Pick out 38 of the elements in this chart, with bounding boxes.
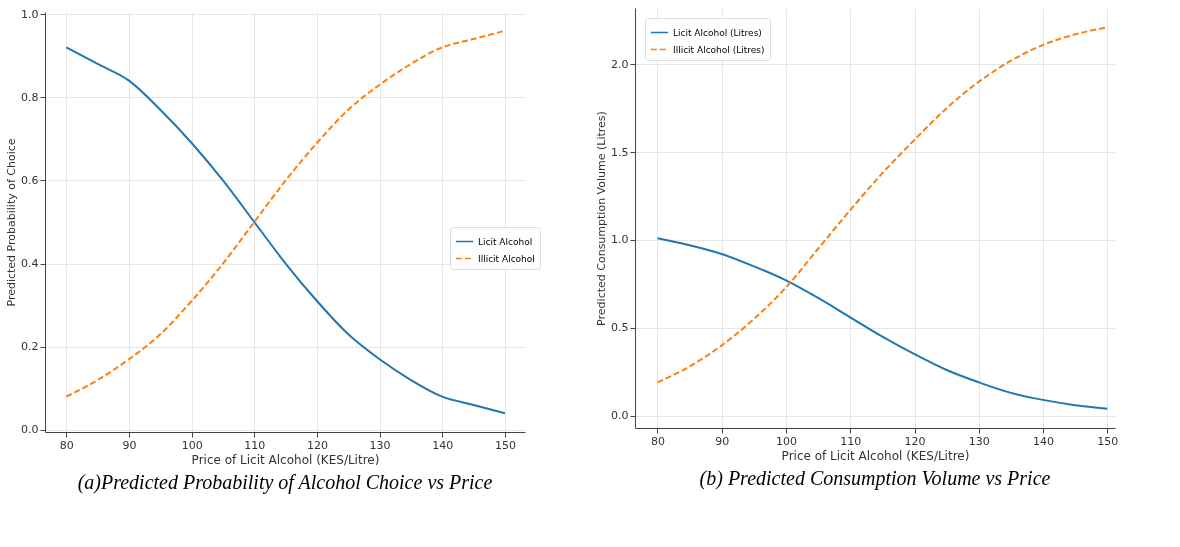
x-tick-label: 130 <box>369 438 391 452</box>
x-tick-label: 140 <box>1033 434 1055 448</box>
x-tick-label: 110 <box>840 434 862 448</box>
x-tick-label: 90 <box>715 434 730 448</box>
y-axis-title: Predicted Probability of Choice <box>5 138 19 307</box>
y-tick-label: 1.0 <box>21 7 39 21</box>
text: (b) Predicted Consumption Volume vs Price <box>699 467 1051 490</box>
y-tick-label: 1.0 <box>611 233 629 247</box>
legend-label: Licit Alcohol (Litres) <box>673 27 762 38</box>
line-series <box>656 237 1109 410</box>
x-tick-label: 100 <box>181 438 203 452</box>
x-axis-title: Price of Licit Alcohol (KES/Litre) <box>191 452 380 467</box>
x-tick-label: 100 <box>776 434 797 448</box>
y-tick-label: 1.5 <box>611 145 629 159</box>
x-axis-title: Price of Licit Alcohol (KES/Litre) <box>781 448 970 463</box>
y-tick-label: 0.2 <box>21 340 39 354</box>
y-axis-title: Predicted Consumption Volume (Litres) <box>595 111 609 326</box>
x-tick-label: 150 <box>494 438 516 452</box>
x-tick-label: 120 <box>306 438 328 452</box>
legend-label: Illicit Alcohol <box>478 253 535 264</box>
x-tick-label: 110 <box>244 438 266 452</box>
y-tick-label: 0.4 <box>21 257 39 271</box>
y-tick-label: 0.8 <box>21 90 39 104</box>
y-tick-label: 0.0 <box>611 409 629 423</box>
legend-label: Illicit Alcohol (Litres) <box>673 44 765 55</box>
x-tick-label: 80 <box>650 434 665 448</box>
y-tick-label: 0.5 <box>611 321 629 335</box>
x-tick-label: 150 <box>1097 434 1119 448</box>
x-tick-label: 130 <box>968 434 990 448</box>
y-tick-label: 0.0 <box>21 423 39 437</box>
legend-label: Licit Alcohol <box>478 236 533 247</box>
x-tick-label: 80 <box>59 438 74 452</box>
y-tick-label: 0.6 <box>21 173 39 187</box>
text: (a)Predicted Probability of Alcohol Choice vs Price <box>77 471 493 494</box>
x-tick-label: 120 <box>904 434 926 448</box>
x-tick-label: 90 <box>122 438 137 452</box>
x-tick-label: 140 <box>432 438 454 452</box>
y-tick-label: 2.0 <box>611 57 629 71</box>
